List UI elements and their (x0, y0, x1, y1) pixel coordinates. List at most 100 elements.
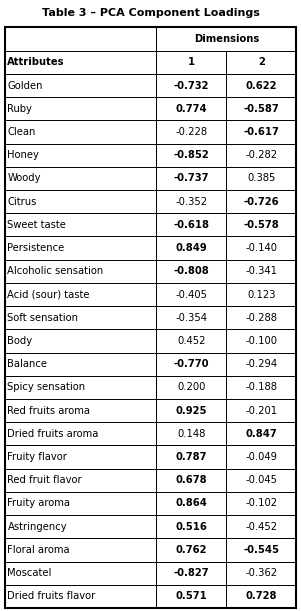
Bar (226, 562, 296, 585)
Bar (156, 120, 226, 144)
Bar (226, 538, 296, 562)
Text: -0.737: -0.737 (174, 174, 209, 183)
Text: Spicy sensation: Spicy sensation (8, 382, 85, 392)
Text: -0.201: -0.201 (245, 406, 278, 415)
Text: -0.545: -0.545 (244, 545, 279, 555)
Bar (226, 353, 296, 376)
Text: -0.587: -0.587 (244, 104, 279, 114)
Text: Balance: Balance (8, 359, 48, 369)
Bar (5, 51, 156, 74)
Bar (5, 469, 156, 492)
Text: Body: Body (8, 336, 33, 346)
Bar (226, 515, 296, 538)
Bar (5, 562, 156, 585)
Text: -0.770: -0.770 (174, 359, 209, 369)
Text: Alcoholic sensation: Alcoholic sensation (8, 266, 104, 276)
Text: -0.808: -0.808 (173, 266, 209, 276)
Text: 0.678: 0.678 (175, 475, 207, 485)
Bar (5, 306, 156, 329)
Bar (226, 283, 296, 306)
Bar (226, 422, 296, 445)
Text: Golden: Golden (8, 81, 43, 90)
Text: -0.827: -0.827 (174, 568, 209, 578)
Bar (156, 260, 226, 283)
Text: -0.452: -0.452 (245, 522, 278, 532)
Bar (156, 144, 226, 167)
Bar (226, 329, 296, 353)
Bar (5, 213, 156, 236)
Text: Honey: Honey (8, 150, 39, 160)
Bar (226, 190, 296, 213)
Bar (226, 120, 296, 144)
Text: 0.864: 0.864 (175, 499, 207, 508)
Text: Soft sensation: Soft sensation (8, 313, 79, 323)
Bar (5, 260, 156, 283)
Bar (156, 167, 226, 190)
Text: Attributes: Attributes (8, 57, 65, 67)
Text: -0.045: -0.045 (245, 475, 278, 485)
Bar (5, 144, 156, 167)
Bar (156, 97, 226, 120)
Bar (156, 306, 226, 329)
Text: Astringency: Astringency (8, 522, 67, 532)
Text: -0.354: -0.354 (175, 313, 207, 323)
Bar (5, 399, 156, 422)
Bar (5, 353, 156, 376)
Text: 0.622: 0.622 (246, 81, 277, 90)
Text: -0.049: -0.049 (245, 452, 278, 462)
Text: 0.847: 0.847 (246, 429, 277, 439)
Text: -0.228: -0.228 (175, 127, 207, 137)
Text: -0.852: -0.852 (173, 150, 209, 160)
Bar (5, 120, 156, 144)
Text: Citrus: Citrus (8, 197, 37, 207)
Bar (226, 51, 296, 74)
Text: 0.148: 0.148 (177, 429, 206, 439)
Text: 0.925: 0.925 (175, 406, 207, 415)
Bar (5, 190, 156, 213)
Bar (5, 422, 156, 445)
Text: Dimensions: Dimensions (194, 34, 259, 44)
Bar (156, 353, 226, 376)
Bar (156, 329, 226, 353)
Bar (156, 399, 226, 422)
Text: Acid (sour) taste: Acid (sour) taste (8, 290, 90, 299)
Bar (156, 492, 226, 515)
Bar (156, 51, 226, 74)
Text: 0.452: 0.452 (177, 336, 206, 346)
Text: Fruity aroma: Fruity aroma (8, 499, 70, 508)
Bar (5, 236, 156, 260)
Bar (156, 585, 226, 608)
Text: Persistence: Persistence (8, 243, 65, 253)
Text: 0.849: 0.849 (175, 243, 207, 253)
Text: 2: 2 (258, 57, 265, 67)
Bar (156, 376, 226, 399)
Text: -0.726: -0.726 (244, 197, 279, 207)
Bar (226, 167, 296, 190)
Bar (5, 27, 156, 51)
Text: -0.362: -0.362 (245, 568, 278, 578)
Text: 0.123: 0.123 (247, 290, 276, 299)
Bar (5, 167, 156, 190)
Bar (226, 399, 296, 422)
Bar (156, 74, 226, 97)
Bar (5, 329, 156, 353)
Text: -0.617: -0.617 (244, 127, 279, 137)
Bar (226, 492, 296, 515)
Bar (226, 213, 296, 236)
Bar (226, 236, 296, 260)
Text: Woody: Woody (8, 174, 41, 183)
Text: Table 3 – PCA Component Loadings: Table 3 – PCA Component Loadings (42, 9, 259, 18)
Text: -0.188: -0.188 (245, 382, 278, 392)
Text: -0.102: -0.102 (245, 499, 278, 508)
Bar (156, 236, 226, 260)
Text: 0.200: 0.200 (177, 382, 206, 392)
Bar (5, 538, 156, 562)
Text: Floral aroma: Floral aroma (8, 545, 70, 555)
Text: 0.728: 0.728 (246, 591, 277, 601)
Bar (5, 585, 156, 608)
Bar (226, 97, 296, 120)
Text: -0.100: -0.100 (245, 336, 278, 346)
Text: -0.288: -0.288 (245, 313, 278, 323)
Text: 0.385: 0.385 (247, 174, 276, 183)
Bar (5, 97, 156, 120)
